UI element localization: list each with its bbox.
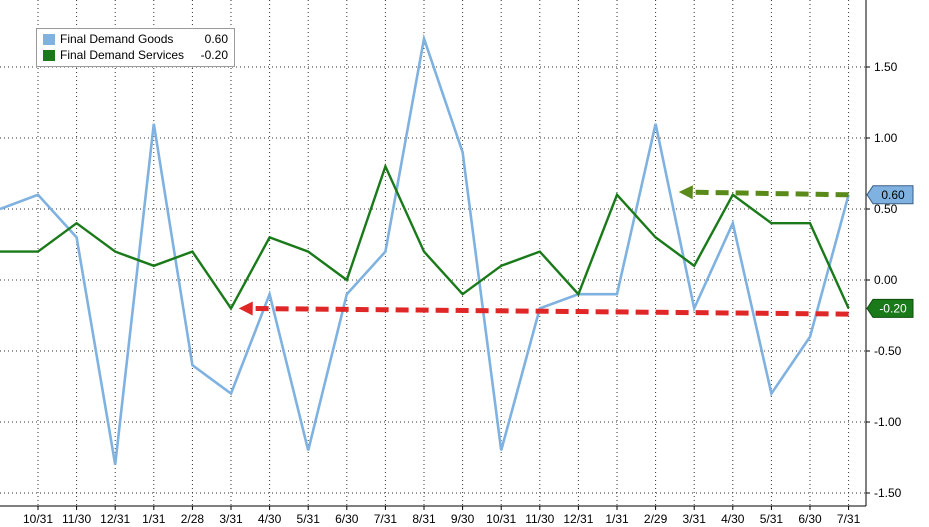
badge-goods: 0.60 <box>866 185 914 205</box>
arrow-green <box>678 185 849 200</box>
legend-value-goods: 0.60 <box>204 32 228 46</box>
badge-services: -0.20 <box>866 298 914 318</box>
y-tick-label: -1.50 <box>874 486 902 500</box>
x-tick-label: 7/31 <box>837 512 861 526</box>
x-tick-label: 11/30 <box>525 512 554 526</box>
x-tick-label: 3/31 <box>219 512 243 526</box>
arrow-head <box>678 185 693 200</box>
series-lines <box>0 33 850 465</box>
arrow-head <box>238 301 253 316</box>
legend-entry-services: Final Demand Services -0.20 <box>43 47 228 63</box>
badge-shape <box>866 298 914 318</box>
y-tick-label: -1.00 <box>874 415 902 429</box>
legend-label-services: Final Demand Services <box>60 48 185 62</box>
x-tick-label: 10/31 <box>486 512 516 526</box>
series-line-goods <box>0 33 850 465</box>
x-tick-label: 7/31 <box>374 512 398 526</box>
x-tick-label: 11/30 <box>62 512 91 526</box>
x-tick-label: 10/31 <box>23 512 53 526</box>
legend: Final Demand Goods 0.60 Final Demand Ser… <box>36 28 235 67</box>
annotation-arrows <box>238 185 849 317</box>
y-tick-label: 0.00 <box>874 273 898 287</box>
x-tick-label: 9/30 <box>451 512 475 526</box>
x-tick-label: 3/31 <box>683 512 707 526</box>
arrow-shaft <box>692 189 849 198</box>
axes: 1.50 1.00 0.50 0.00 -0.50 -1.00 -1.50 10/31 11/3… <box>0 0 902 526</box>
x-tick-label: 6/30 <box>335 512 359 526</box>
arrow-red <box>238 301 849 317</box>
legend-swatch-services <box>43 49 55 61</box>
badge-label: -0.20 <box>879 301 907 315</box>
y-tick-label: 1.50 <box>874 60 898 74</box>
y-tick-label: 1.00 <box>874 131 898 145</box>
badge-shape <box>866 185 914 205</box>
legend-label-goods: Final Demand Goods <box>60 32 174 46</box>
last-value-badges: 0.60 -0.20 <box>866 185 914 318</box>
badge-label: 0.60 <box>881 188 905 202</box>
x-tick-label: 4/30 <box>721 512 745 526</box>
legend-swatch-goods <box>43 33 55 45</box>
x-tick-label: 5/31 <box>297 512 321 526</box>
x-tick-label: 1/31 <box>142 512 166 526</box>
series-line-services <box>0 163 850 311</box>
x-tick-label: 2/28 <box>181 512 205 526</box>
x-tick-label: 2/29 <box>644 512 668 526</box>
x-tick-label: 5/31 <box>760 512 784 526</box>
x-tick-label: 6/30 <box>798 512 822 526</box>
x-tick-label: 12/31 <box>563 512 593 526</box>
x-tick-label: 1/31 <box>605 512 629 526</box>
y-tick-label: -0.50 <box>874 344 902 358</box>
legend-entry-goods: Final Demand Goods 0.60 <box>43 31 228 47</box>
legend-value-services: -0.20 <box>200 48 228 62</box>
x-tick-label: 8/31 <box>412 512 436 526</box>
grid <box>0 0 866 506</box>
y-tick-label: 0.50 <box>874 202 898 216</box>
x-tick-label: 12/31 <box>100 512 130 526</box>
x-tick-label: 4/30 <box>258 512 282 526</box>
